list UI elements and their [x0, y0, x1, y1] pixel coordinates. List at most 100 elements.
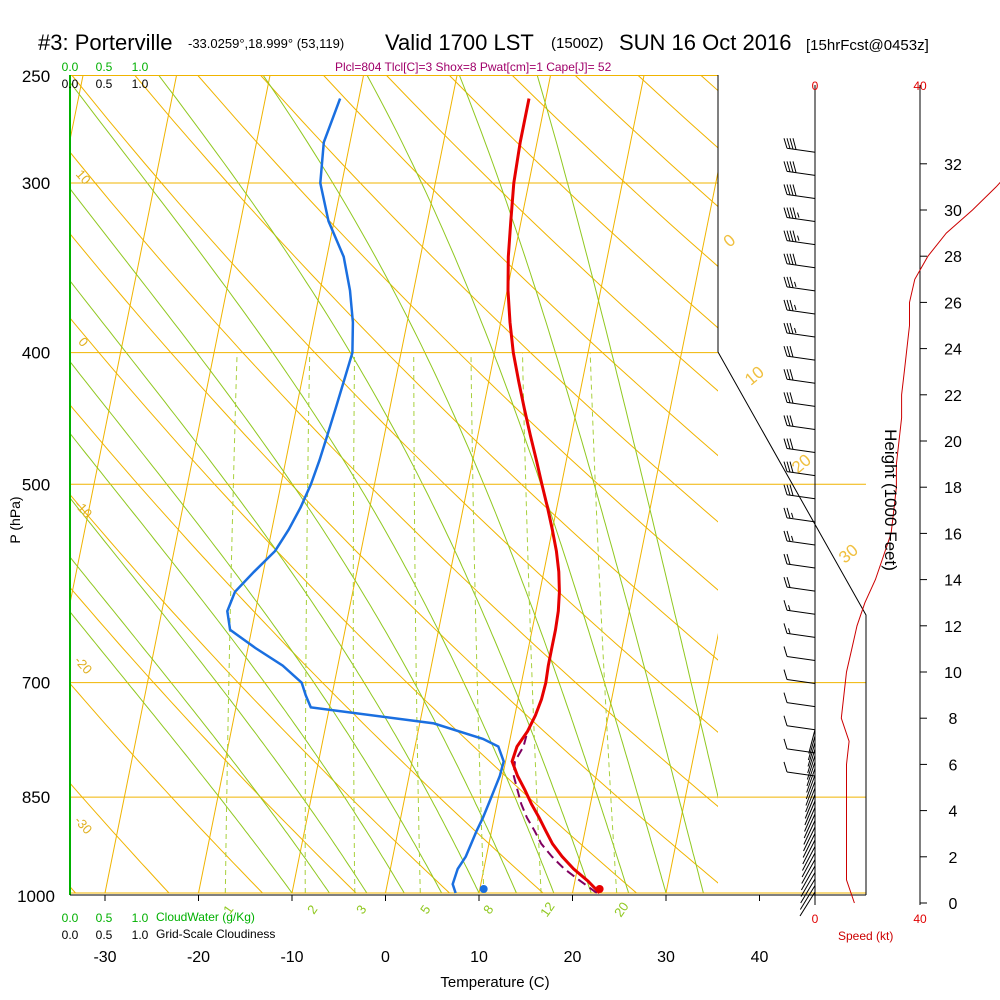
- dry-adiabat-line: [70, 404, 544, 894]
- wind-barb-feather: [789, 322, 794, 334]
- height-tick-label: 20: [944, 434, 962, 451]
- wind-barb-feather: [783, 276, 788, 287]
- height-tick-label: 22: [944, 388, 962, 405]
- dry-adiabat-line: [134, 75, 718, 661]
- moist-adiabat-lines: [70, 75, 718, 894]
- height-tick-label: 10: [944, 665, 962, 682]
- wind-barb-feather: [783, 738, 788, 749]
- height-tick-label: 30: [944, 203, 962, 220]
- mixing-ratio-line: [413, 352, 421, 894]
- cloudwater-tick-bottom: 1.0: [132, 911, 149, 925]
- wind-barb-feather: [783, 600, 788, 611]
- wind-barb: [799, 885, 816, 910]
- wind-barb: [786, 147, 816, 153]
- valid-time: Valid 1700 LST: [385, 30, 534, 55]
- wind-barb-feather: [788, 605, 791, 611]
- wind-barb: [786, 471, 816, 477]
- wind-barb-feather: [789, 415, 794, 427]
- speed-tick-label-bottom: 0: [812, 912, 819, 926]
- wind-barb-feather: [786, 276, 791, 288]
- mixing-ratio-line: [522, 352, 542, 894]
- wind-barb-feather: [792, 253, 797, 266]
- wind-barb-feather: [783, 646, 788, 657]
- y-axis-title: P (hPa): [7, 496, 23, 543]
- dry-adiabat-line: [70, 682, 263, 894]
- wind-barb-feather: [786, 415, 791, 426]
- wind-barb: [786, 309, 816, 315]
- mixing-ratio-line: [470, 352, 485, 894]
- dry-adiabat-line: [197, 75, 718, 591]
- wind-barb-feather: [783, 692, 788, 703]
- wind-barb-feather: [786, 484, 791, 496]
- wind-barb: [786, 679, 816, 685]
- dry-adiabat-line: [70, 493, 450, 894]
- temperature-tick-label: -10: [280, 949, 303, 966]
- moist-adiabat-line: [536, 75, 718, 799]
- wind-barb-feather: [789, 438, 794, 450]
- wind-barb-feather: [783, 438, 788, 449]
- temperature-tick-label: 30: [657, 949, 675, 966]
- mixing-ratio-label: 8: [480, 902, 496, 917]
- pressure-tick-label: 1000: [17, 887, 55, 906]
- cloudiness-tick-top: 0.5: [96, 77, 113, 91]
- mixing-ratio-label: 3: [353, 902, 369, 917]
- wind-barb-feather: [789, 253, 794, 265]
- temperature-line: [506, 98, 601, 895]
- axis-ticks: -30 -20 -10 0 10 20 30 402503004005007008501000…: [17, 60, 962, 966]
- height-tick-label: 8: [949, 711, 958, 728]
- wind-barb: [786, 286, 816, 292]
- temperature-tick-label: -30: [93, 949, 116, 966]
- wind-barb-feather: [791, 535, 794, 542]
- wind-barb: [804, 807, 816, 832]
- wind-barb: [802, 839, 816, 865]
- dry-adiabat-line: [70, 233, 718, 884]
- wind-barb-feather: [792, 230, 797, 242]
- moist-adiabat-line: [70, 280, 480, 894]
- wind-barb: [786, 725, 816, 731]
- wind-barb-feather: [792, 161, 797, 173]
- utc-time: (1500Z): [551, 35, 604, 52]
- moist-adiabat-line: [70, 81, 555, 894]
- stability-indices: Plcl=804 Tlcl[C]=3 Shox=8 Pwat[cm]=1 Cap…: [335, 60, 612, 74]
- x-axis-title: Temperature (C): [440, 974, 549, 991]
- wind-barb-feather: [786, 184, 791, 195]
- wind-barb-feather: [783, 138, 788, 149]
- wind-barb-feather: [789, 161, 794, 173]
- wind-barb-feather: [783, 299, 788, 311]
- wind-barb-feather: [783, 346, 788, 357]
- dry-adiabat-line: [71, 75, 718, 733]
- height-tick-label: 4: [949, 804, 958, 821]
- height-tick-label: 32: [944, 157, 962, 174]
- wind-barb-feather: [783, 761, 788, 773]
- wind-barb-feather: [786, 438, 791, 450]
- wind-barb: [799, 891, 816, 917]
- moist-adiabat-label: 20: [788, 450, 815, 477]
- speed-tick-label-top: 0: [812, 79, 819, 93]
- wind-barb: [786, 217, 816, 223]
- wind-barb: [786, 240, 816, 246]
- height-tick-label: 0: [949, 896, 958, 913]
- temperature-tick-label: 20: [564, 949, 582, 966]
- wind-barb-feather: [783, 207, 788, 218]
- temperature-tick-label: -20: [187, 949, 210, 966]
- moist-adiabat-label: 10: [741, 362, 768, 389]
- wind-barb-feather: [783, 461, 788, 472]
- parcel-line: [512, 730, 598, 894]
- moist-adiabat-line: [366, 75, 667, 894]
- wind-barb: [786, 748, 816, 754]
- wind-barb-feather: [789, 184, 794, 196]
- wind-barb: [804, 794, 816, 819]
- wind-barb: [803, 820, 816, 845]
- wind-barb: [786, 586, 816, 592]
- wind-barb-feather: [786, 530, 791, 542]
- height-tick-label: 12: [944, 619, 962, 636]
- temperature-tick-label: 40: [751, 949, 769, 966]
- pressure-tick-label: 850: [22, 788, 50, 807]
- wind-speed-line: [840, 181, 1000, 904]
- wind-barb: [786, 540, 816, 546]
- wind-barb-feather: [786, 230, 791, 242]
- pressure-tick-label: 700: [22, 674, 50, 693]
- cloudiness-tick-top: 0.0: [62, 77, 79, 91]
- wind-barb-feather: [789, 346, 794, 358]
- wind-barb-feather: [783, 484, 788, 495]
